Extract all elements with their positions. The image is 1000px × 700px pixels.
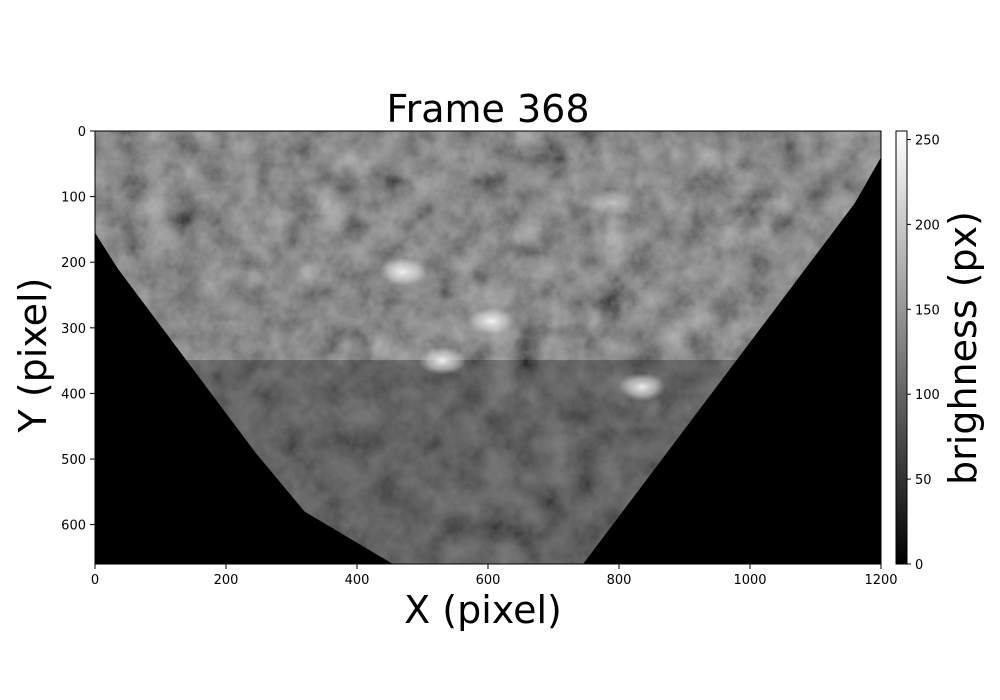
x-tick-label: 1200 (864, 573, 897, 588)
colorbar-gradient (895, 130, 908, 565)
plot-area (94, 130, 882, 565)
x-axis-label: X (pixel) (404, 588, 562, 632)
colorbar-tick-label: 50 (915, 473, 932, 488)
y-tick-label: 200 (61, 256, 86, 271)
bright-feature-4 (588, 189, 637, 218)
colorbar-tick-label: 0 (915, 558, 923, 573)
bright-feature-0 (378, 258, 427, 287)
colorbar-tick-label: 100 (915, 388, 940, 403)
colorbar: 0 50 100 150 200 250 brighness (px) (895, 130, 985, 573)
x-tick-label: 0 (91, 573, 99, 588)
x-tick-label: 200 (214, 573, 239, 588)
x-tick-label: 600 (476, 573, 501, 588)
colorbar-label: brighness (px) (941, 211, 985, 485)
bright-feature-2 (467, 307, 516, 336)
colorbar-tick-label: 150 (915, 303, 940, 318)
x-tick-label: 400 (345, 573, 370, 588)
y-axis-label: Y (pixel) (11, 278, 55, 434)
bright-feature-3 (617, 372, 666, 401)
colorbar-tick-label: 200 (915, 218, 940, 233)
colorbar-tick-label: 250 (915, 133, 940, 148)
x-axis: 0 200 400 600 800 1000 1200 (91, 564, 898, 588)
y-tick-label: 0 (78, 125, 86, 140)
y-tick-label: 300 (61, 322, 86, 337)
y-tick-label: 400 (61, 387, 86, 402)
y-tick-label: 600 (61, 519, 86, 534)
x-tick-label: 1000 (733, 573, 766, 588)
bright-feature-1 (418, 346, 467, 375)
chart-title: Frame 368 (386, 87, 589, 131)
y-tick-label: 100 (61, 191, 86, 206)
y-tick-label: 500 (61, 453, 86, 468)
y-axis: 0 100 200 300 400 500 600 (61, 125, 95, 534)
x-tick-label: 800 (607, 573, 632, 588)
